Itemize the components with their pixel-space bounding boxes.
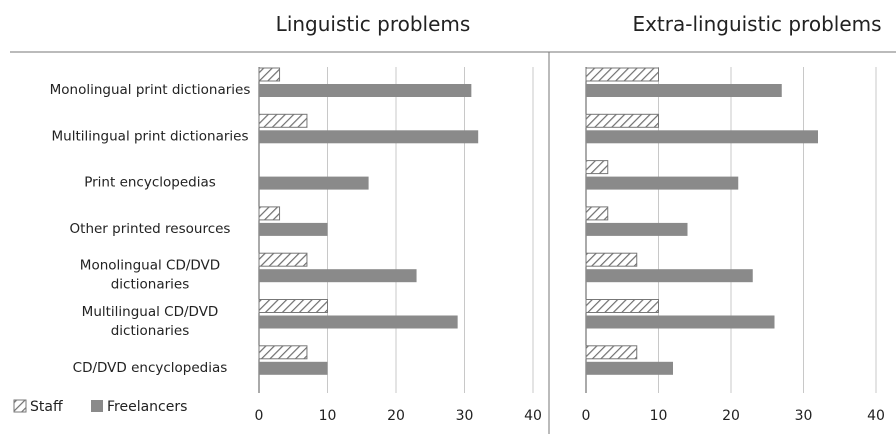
bar-staff-extra-linguistic — [585, 113, 659, 128]
x-tick-label: 40 — [867, 408, 885, 424]
bar-staff-extra-linguistic — [585, 252, 638, 267]
bar-staff-extra-linguistic — [585, 299, 659, 313]
x-tick-label: 40 — [524, 408, 542, 424]
x-tick-label: 0 — [582, 408, 591, 424]
bar-staff-linguistic — [258, 345, 308, 360]
bar-freelancers-extra-linguistic — [586, 222, 688, 236]
legend-label-freelancers: Freelancers — [107, 399, 187, 415]
bar-staff-linguistic — [258, 206, 281, 221]
category-label: Multilingual CD/DVD dictionaries — [82, 304, 219, 339]
x-tick-label: 10 — [650, 408, 668, 424]
bar-freelancers-linguistic — [259, 84, 472, 97]
x-tick-label: 0 — [255, 408, 264, 424]
bar-staff-linguistic — [258, 67, 281, 82]
legend-label-staff: Staff — [30, 399, 63, 415]
bar-freelancers-linguistic — [259, 130, 479, 144]
grid-layer — [258, 67, 877, 393]
bars-layer — [258, 67, 818, 375]
tick-labels: 0 10 20 30 40 0 10 20 30 40 — [255, 408, 885, 424]
bar-freelancers-linguistic — [259, 222, 328, 236]
x-tick-label: 20 — [387, 408, 405, 424]
legend: Staff Freelancers — [13, 399, 187, 415]
category-label: Other printed resources — [70, 221, 231, 237]
bar-freelancers-linguistic — [259, 361, 328, 375]
category-labels: Monolingual print dictionaries Multilingu… — [50, 82, 251, 376]
category-label: Monolingual CD/DVD dictionaries — [80, 258, 220, 293]
x-tick-label: 20 — [722, 408, 740, 424]
bar-freelancers-linguistic — [259, 269, 417, 283]
bar-staff-extra-linguistic — [585, 67, 659, 82]
category-label: Print encyclopedias — [84, 175, 216, 191]
x-tick-label: 10 — [319, 408, 337, 424]
panel-title-linguistic: Linguistic problems — [276, 12, 471, 36]
panel-title-extra-linguistic: Extra-linguistic problems — [632, 12, 881, 36]
bar-freelancers-extra-linguistic — [586, 130, 818, 144]
bar-staff-extra-linguistic — [585, 160, 609, 175]
bar-staff-linguistic — [258, 113, 308, 128]
bar-freelancers-linguistic — [259, 176, 369, 190]
bar-staff-linguistic — [258, 252, 308, 267]
bar-freelancers-extra-linguistic — [586, 176, 739, 190]
category-label: Monolingual print dictionaries — [50, 82, 251, 98]
x-tick-label: 30 — [456, 408, 474, 424]
bar-freelancers-extra-linguistic — [586, 361, 673, 375]
legend-swatch-staff — [13, 399, 27, 413]
bar-freelancers-extra-linguistic — [586, 269, 753, 283]
category-label: Multilingual print dictionaries — [51, 128, 248, 144]
category-label: CD/DVD encyclopedias — [73, 360, 228, 376]
legend-swatch-freelancers — [91, 400, 103, 412]
x-tick-label: 30 — [795, 408, 813, 424]
bar-freelancers-linguistic — [259, 315, 458, 329]
bar-staff-extra-linguistic — [585, 206, 609, 221]
bar-freelancers-extra-linguistic — [586, 315, 775, 329]
bar-freelancers-extra-linguistic — [586, 84, 782, 97]
bar-staff-extra-linguistic — [585, 345, 638, 360]
bar-staff-linguistic — [258, 299, 328, 313]
